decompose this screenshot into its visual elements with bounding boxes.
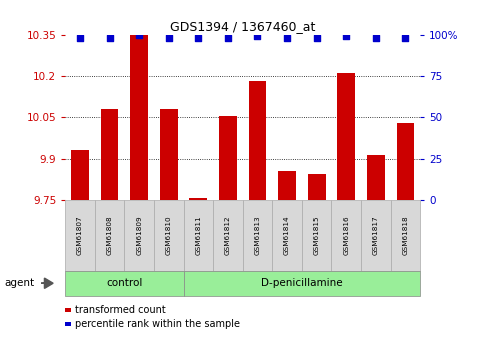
Point	[135, 32, 143, 38]
Bar	[189, 198, 207, 200]
Text: GSM61817: GSM61817	[373, 216, 379, 255]
Text: GSM61816: GSM61816	[343, 216, 349, 255]
Text: transformed count: transformed count	[75, 305, 166, 315]
Point	[401, 35, 409, 41]
Bar	[219, 116, 237, 200]
Bar	[337, 73, 355, 200]
Bar	[101, 109, 118, 200]
Bar	[71, 150, 89, 200]
Point	[165, 35, 172, 41]
Text: GSM61812: GSM61812	[225, 216, 231, 255]
Title: GDS1394 / 1367460_at: GDS1394 / 1367460_at	[170, 20, 315, 33]
Bar	[367, 155, 384, 200]
Point	[372, 35, 380, 41]
Point	[283, 35, 291, 41]
Text: GSM61807: GSM61807	[77, 216, 83, 255]
Text: GSM61808: GSM61808	[107, 216, 113, 255]
Bar	[397, 123, 414, 200]
Point	[224, 35, 232, 41]
Point	[106, 35, 114, 41]
Text: GSM61809: GSM61809	[136, 216, 142, 255]
Bar	[130, 34, 148, 200]
Point	[313, 35, 321, 41]
Text: GSM61815: GSM61815	[313, 216, 320, 255]
Bar	[278, 171, 296, 200]
Text: GSM61818: GSM61818	[402, 216, 409, 255]
Text: GSM61811: GSM61811	[195, 216, 201, 255]
Text: GSM61810: GSM61810	[166, 216, 172, 255]
Text: GSM61813: GSM61813	[255, 216, 260, 255]
Point	[195, 35, 202, 41]
Bar	[160, 109, 178, 200]
Text: D-penicillamine: D-penicillamine	[261, 278, 342, 288]
Point	[76, 35, 84, 41]
Text: control: control	[106, 278, 142, 288]
Point	[342, 33, 350, 39]
Text: GSM61814: GSM61814	[284, 216, 290, 255]
Bar	[249, 81, 267, 200]
Text: percentile rank within the sample: percentile rank within the sample	[75, 319, 241, 329]
Bar	[308, 174, 326, 200]
Point	[254, 33, 261, 39]
Text: agent: agent	[5, 278, 35, 288]
